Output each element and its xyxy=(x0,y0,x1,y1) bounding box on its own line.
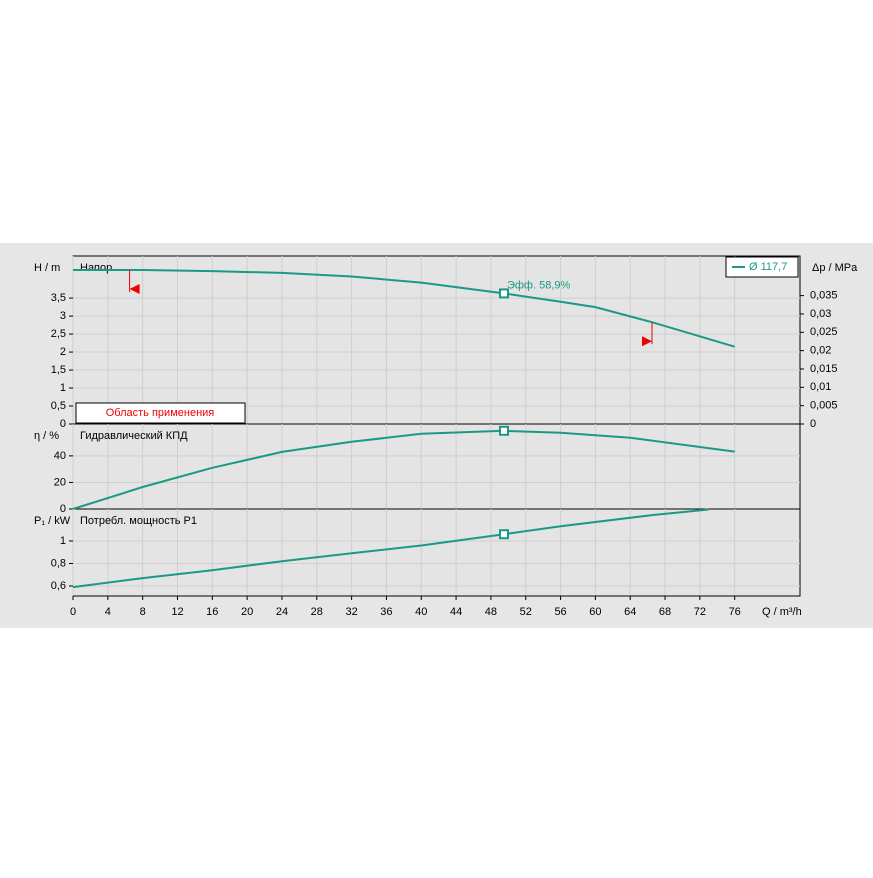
x-tick-label: 48 xyxy=(485,606,497,618)
y2-tick-label: 0,025 xyxy=(810,326,838,338)
y-tick-label: 0 xyxy=(60,418,66,430)
legend-box xyxy=(725,256,799,278)
y-tick-label: 1 xyxy=(60,382,66,394)
y-label: P₁ / kW xyxy=(34,515,71,527)
y-tick-label: 0,5 xyxy=(51,400,66,412)
annotation: Эфф. 58,9% xyxy=(507,279,571,291)
y2-tick-label: 0,02 xyxy=(810,345,831,357)
range-end-flag xyxy=(641,336,652,347)
y-tick-label: 2,5 xyxy=(51,328,66,340)
y2-tick-label: 0,03 xyxy=(810,308,831,320)
y-tick-label: 3 xyxy=(60,310,66,322)
y-label: η / % xyxy=(34,430,59,442)
y-tick-label: 0,8 xyxy=(51,557,66,569)
x-tick-label: 4 xyxy=(105,606,111,618)
y-tick-label: 40 xyxy=(54,450,66,462)
panel-title: Потребл. мощность P1 xyxy=(80,515,197,527)
x-tick-label: 36 xyxy=(380,606,392,618)
x-tick-label: 44 xyxy=(450,606,462,618)
x-tick-label: 8 xyxy=(140,606,146,618)
panel-title: Гидравлический КПД xyxy=(80,430,188,442)
y-label: H / m xyxy=(34,262,60,274)
y-tick-label: 3,5 xyxy=(51,292,66,304)
duty-point xyxy=(498,425,509,436)
y-tick-label: 20 xyxy=(54,476,66,488)
x-tick-label: 72 xyxy=(694,606,706,618)
x-tick-label: 28 xyxy=(311,606,323,618)
y-tick-label: 0 xyxy=(60,503,66,515)
y2-tick-label: 0,01 xyxy=(810,381,831,393)
range-label: Область применения xyxy=(106,407,215,419)
panel-title: Напор xyxy=(80,262,112,274)
y2-label: Δp / MPa xyxy=(812,262,858,274)
x-tick-label: 64 xyxy=(624,606,636,618)
curve xyxy=(72,429,735,510)
x-tick-label: 32 xyxy=(345,606,357,618)
range-box xyxy=(75,402,246,424)
y-tick-label: 2 xyxy=(60,346,66,358)
y2-tick-label: 0,035 xyxy=(810,290,838,302)
legend-entry: Ø 117,7 xyxy=(749,261,787,273)
x-label: Q / m³/h xyxy=(762,606,802,618)
x-tick-label: 0 xyxy=(70,606,76,618)
y2-tick-label: 0,015 xyxy=(810,363,838,375)
x-tick-label: 56 xyxy=(554,606,566,618)
range-start-flag xyxy=(129,284,140,295)
y2-tick-label: 0,005 xyxy=(810,400,838,412)
x-tick-label: 68 xyxy=(659,606,671,618)
x-tick-label: 40 xyxy=(415,606,427,618)
x-tick-label: 12 xyxy=(171,606,183,618)
plot-frame xyxy=(72,255,801,597)
curve xyxy=(73,269,735,348)
y-tick-label: 0,6 xyxy=(51,580,66,592)
y2-tick-label: 0 xyxy=(810,418,816,430)
x-tick-label: 60 xyxy=(589,606,601,618)
curve xyxy=(72,508,709,589)
x-tick-label: 20 xyxy=(241,606,253,618)
x-tick-label: 76 xyxy=(729,606,741,618)
x-tick-label: 52 xyxy=(520,606,532,618)
duty-point xyxy=(498,529,509,540)
duty-point xyxy=(498,288,509,299)
x-tick-label: 16 xyxy=(206,606,218,618)
y-tick-label: 1,5 xyxy=(51,364,66,376)
y-tick-label: 1 xyxy=(60,535,66,547)
x-tick-label: 24 xyxy=(276,606,288,618)
